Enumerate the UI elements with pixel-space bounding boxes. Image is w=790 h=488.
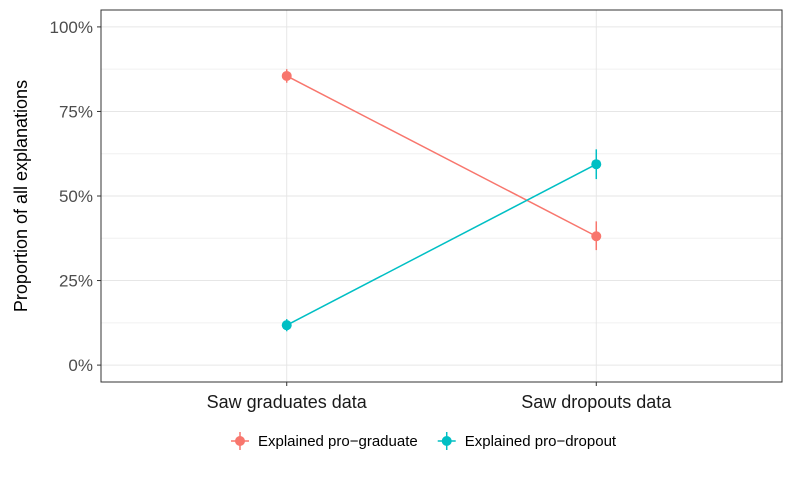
legend-key-point: [235, 436, 245, 446]
data-point: [281, 320, 292, 331]
legend: Explained pro−graduate Explained pro−drop…: [231, 432, 617, 450]
legend-label: Explained pro−graduate: [258, 433, 418, 450]
y-tick-label: 50%: [59, 187, 93, 206]
data-point: [591, 159, 602, 170]
legend-label: Explained pro−dropout: [465, 433, 617, 450]
y-tick-label: 75%: [59, 102, 93, 121]
data-point: [591, 231, 602, 242]
series-line: [286, 163, 597, 326]
y-tick-label: 0%: [68, 356, 93, 375]
y-axis-title: Proportion of all explanations: [11, 80, 31, 312]
series-layer: [281, 69, 602, 332]
axis-layer: 0% 25% 50% 75% 100% Saw graduates data Saw dro…: [50, 18, 673, 412]
grid-layer: [101, 10, 782, 382]
x-tick-label: Saw graduates data: [207, 392, 368, 412]
series-line: [286, 75, 597, 237]
y-tick-label: 100%: [50, 18, 93, 37]
data-point: [281, 70, 292, 81]
legend-key-point: [441, 436, 452, 446]
y-tick-label: 25%: [59, 272, 93, 291]
x-tick-label: Saw dropouts data: [521, 392, 672, 412]
